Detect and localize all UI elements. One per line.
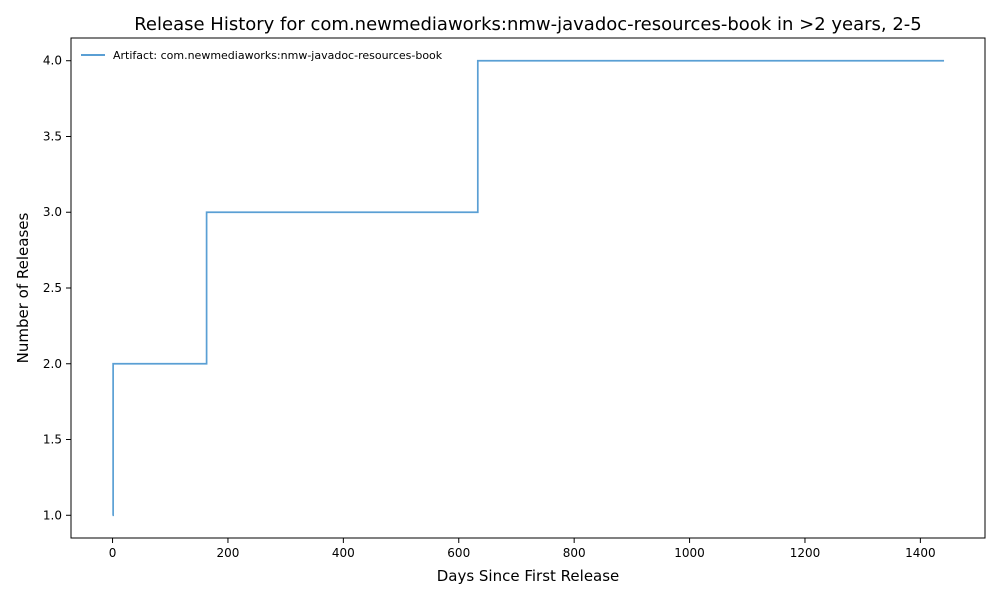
x-axis-label: Days Since First Release [437, 567, 620, 585]
plot-area-frame [70, 37, 986, 539]
series-line-artifact [112, 59, 945, 517]
y-tick-label: 1.0 [43, 508, 62, 522]
y-axis-ticks: 1.0 1.5 2.0 2.5 3.0 3.5 4.0 [43, 54, 71, 522]
x-tick-label: 800 [563, 546, 586, 560]
legend-label-artifact: Artifact: com.newmediaworks:nmw-javadoc-… [113, 49, 443, 62]
x-tick-label: 1400 [905, 546, 936, 560]
x-tick-label: 1000 [674, 546, 705, 560]
series-layer [112, 59, 945, 517]
x-tick-label: 0 [109, 546, 117, 560]
y-tick-label: 2.5 [43, 281, 62, 295]
x-tick-label: 200 [216, 546, 239, 560]
y-tick-label: 2.0 [43, 357, 62, 371]
y-tick-label: 1.5 [43, 433, 62, 447]
x-axis-ticks: 0 200 400 600 800 1000 1200 1400 [109, 538, 936, 560]
x-tick-label: 600 [447, 546, 470, 560]
y-tick-label: 3.5 [43, 129, 62, 143]
y-tick-label: 3.0 [43, 205, 62, 219]
y-axis-label: Number of Releases [14, 212, 32, 363]
chart-title: Release History for com.newmediaworks:nm… [134, 14, 922, 35]
x-tick-label: 400 [332, 546, 355, 560]
x-tick-label: 1200 [790, 546, 821, 560]
legend: Artifact: com.newmediaworks:nmw-javadoc-… [81, 49, 443, 62]
y-tick-label: 4.0 [43, 54, 62, 68]
